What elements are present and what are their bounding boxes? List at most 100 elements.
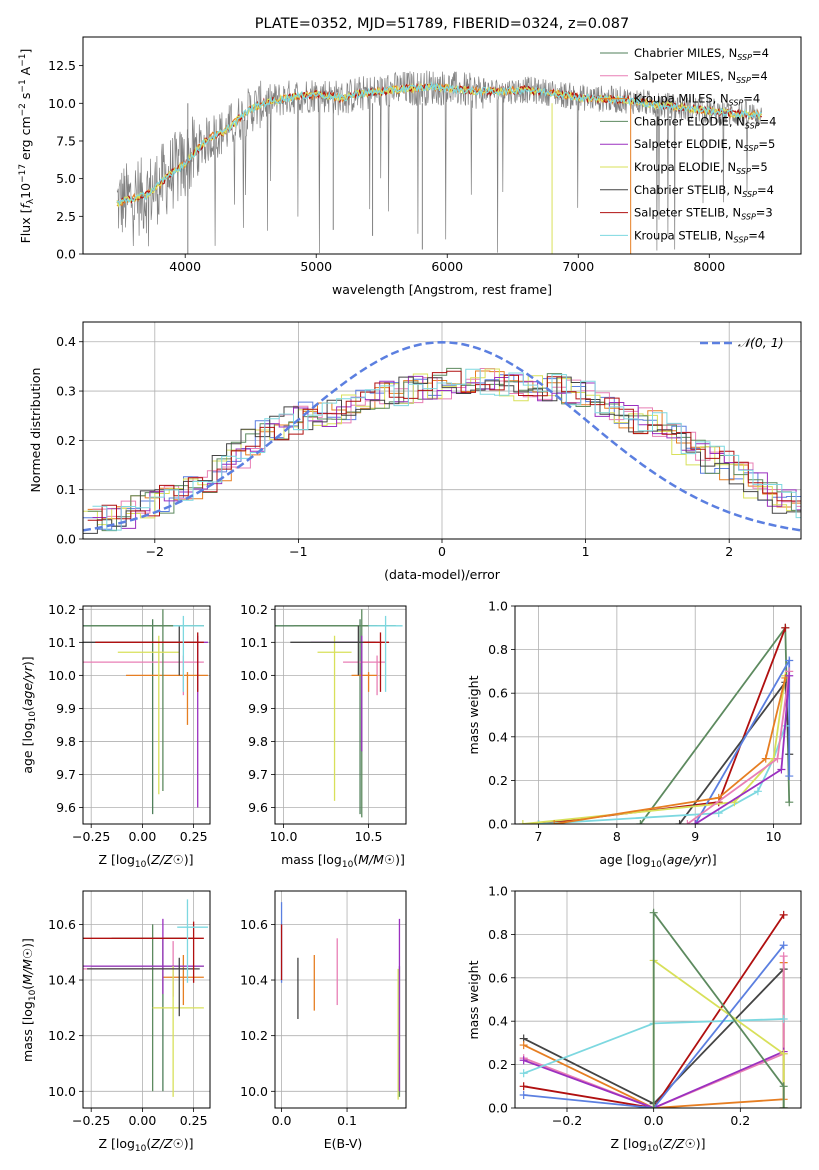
legend-label: Salpeter STELIB, NSSP=3 [634, 206, 773, 222]
y-tick-label: 9.9 [56, 701, 76, 716]
x-tick-label: 4000 [169, 259, 201, 274]
x-tick-label: 0.0 [644, 1113, 664, 1128]
series-line [639, 625, 791, 824]
y-tick-label: 0.2 [488, 1057, 508, 1072]
errorbar-series [83, 899, 208, 1097]
series-marker [519, 1090, 528, 1099]
y-tick-label: 10.1 [240, 635, 268, 650]
text-part: M/M [20, 959, 35, 985]
text-part: =5 [751, 160, 768, 174]
text-part: )] [20, 656, 35, 666]
x-tick-label: 0.00 [128, 1113, 156, 1128]
x-tick-label: 10 [766, 829, 782, 844]
x-tick-label: 0.25 [180, 829, 208, 844]
text-part: ☉)] [685, 1136, 706, 1151]
series-marker [779, 1104, 788, 1108]
y-tick-label: 0.6 [488, 970, 508, 985]
y-tick-label: 12.5 [48, 58, 76, 73]
x-tick-label: 5000 [300, 259, 332, 274]
text-part: Salpeter MILES, N [634, 69, 736, 83]
text-part: =4 [760, 114, 777, 128]
y-tick-label: 10.0 [48, 668, 76, 683]
text-part: )] [707, 852, 717, 867]
series-marker [534, 820, 543, 824]
y-tick-label: 9.8 [56, 734, 76, 749]
histogram-series [83, 340, 801, 534]
panel-frame [514, 605, 802, 825]
text-part: 10 [647, 1144, 659, 1154]
text-part: erg cm [18, 116, 33, 164]
text-part: ( [146, 1136, 151, 1151]
y-tick-label: 10.4 [48, 973, 76, 988]
histogram-step [87, 370, 801, 520]
text-part: f [18, 203, 33, 209]
text-part: SSP [745, 121, 760, 130]
x-tick-label: 7 [535, 829, 543, 844]
text-part: age [log [20, 722, 35, 773]
series-marker [649, 908, 658, 917]
x-tick-label: 0.2 [730, 1113, 750, 1128]
text-part: 10 [135, 860, 147, 870]
y-tick-label: 9.6 [248, 800, 268, 815]
text-part: −17 [18, 164, 28, 183]
text-part: Z/Z [150, 852, 173, 867]
x-tick-label: 0.00 [128, 829, 156, 844]
x-axis-label: (data-model)/error [384, 567, 501, 582]
x-tick-label: −0.25 [72, 829, 110, 844]
y-tick-label: 9.7 [56, 767, 76, 782]
x-axis-label: Z [log10(Z/Z☉)] [610, 1136, 705, 1154]
y-tick-label: 10.6 [240, 917, 268, 932]
text-part: Salpeter STELIB, N [634, 206, 741, 220]
series-marker [761, 754, 770, 763]
observed-spectrum [116, 70, 763, 254]
text-part: SSP [729, 99, 744, 108]
text-part: A [18, 66, 33, 79]
legend-label: Chabrier ELODIE, NSSP=4 [634, 114, 776, 130]
text-part: Flux [ [18, 209, 33, 244]
y-tick-label: 0.3 [56, 384, 76, 399]
y-tick-label: 0.1 [56, 482, 76, 497]
text-part: ( [146, 852, 151, 867]
series-line [652, 909, 785, 1108]
series-marker [519, 1041, 528, 1050]
text-part: λ [26, 198, 36, 204]
legend-label: Kroupa ELODIE, NSSP=5 [634, 160, 768, 176]
x-tick-label: −0.2 [552, 1113, 582, 1128]
text-part: =5 [758, 137, 775, 151]
y-tick-label: 9.9 [248, 701, 268, 716]
series-marker [636, 820, 645, 824]
text-part: −1 [18, 79, 28, 92]
text-part: 10 [135, 1144, 147, 1154]
series-marker [779, 1082, 788, 1091]
y-tick-label: 10.0 [48, 96, 76, 111]
y-tick-label: 0.4 [56, 334, 76, 349]
y-tick-label: 0.2 [56, 433, 76, 448]
text-part: age/yr [667, 852, 708, 867]
y-tick-label: 10.6 [48, 917, 76, 932]
y-tick-label: 10.0 [240, 1084, 268, 1099]
series-marker [519, 1082, 528, 1091]
y-axis-label: Flux [fλ10−17 erg cm−2 s−1 A−1] [18, 49, 36, 244]
text-part: Chabrier STELIB, N [634, 183, 742, 197]
x-tick-label: 8000 [693, 259, 725, 274]
spectrum-frame [82, 36, 802, 255]
x-tick-label: 10.5 [355, 829, 383, 844]
text-part: SSP [736, 167, 751, 176]
y-tick-label: 10.0 [48, 1084, 76, 1099]
text-part: Chabrier MILES, N [634, 46, 737, 60]
histogram-step [87, 370, 801, 521]
text-part: age/yr [20, 665, 35, 706]
y-axis-label: Normed distribution [28, 368, 43, 493]
line-series [519, 908, 788, 1108]
spectrum-series [116, 70, 763, 254]
series-marker [691, 820, 700, 824]
histogram-step [83, 368, 801, 526]
series-marker [649, 1104, 658, 1108]
text-part: =4 [751, 69, 768, 83]
text-part: s [18, 93, 33, 104]
text-part: Z/Z [150, 1136, 173, 1151]
series-line [554, 677, 787, 824]
x-axis-label: Z [log10(Z/Z☉)] [98, 852, 193, 870]
series-marker [779, 910, 788, 919]
x-tick-label: 0.1 [337, 1113, 357, 1128]
